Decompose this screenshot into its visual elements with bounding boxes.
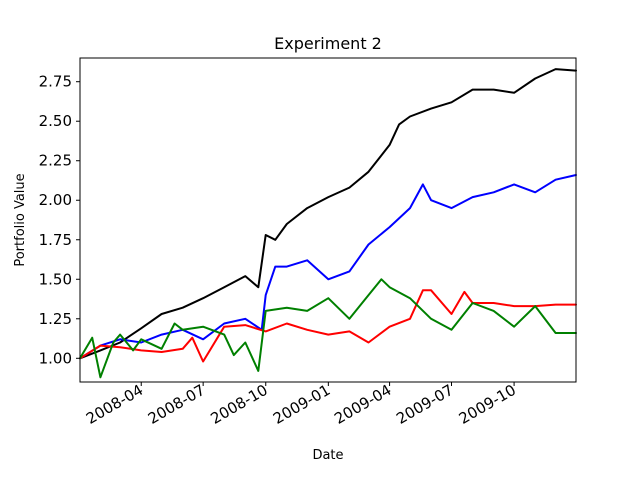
y-tick-label: 2.00 — [39, 191, 72, 209]
x-tick-label: 2008-07 — [145, 381, 208, 428]
y-tick-label: 1.25 — [39, 310, 72, 328]
x-axis-label: Date — [312, 448, 343, 463]
y-axis-label: Portfolio Value — [13, 173, 28, 266]
series-line-4 — [79, 278, 577, 379]
plot-area — [79, 57, 577, 383]
y-tick-label: 1.75 — [39, 231, 72, 249]
x-tick-label: 2009-07 — [393, 381, 456, 428]
series-line-1 — [79, 68, 577, 360]
y-tick-label: 1.00 — [39, 349, 72, 367]
y-tick-label: 2.50 — [39, 112, 72, 130]
series-layer — [79, 68, 577, 379]
plot-frame — [79, 57, 577, 383]
y-tick-label: 1.50 — [39, 270, 72, 288]
series-line-3 — [79, 289, 577, 363]
x-tick-label: 2009-04 — [331, 381, 394, 428]
x-tick-label: 2009-01 — [270, 381, 333, 428]
series-line-2 — [79, 174, 577, 360]
x-tick-label: 2008-04 — [83, 381, 146, 428]
y-tick-label: 2.75 — [39, 73, 72, 91]
x-tick-label: 2008-10 — [207, 381, 270, 428]
x-tick-label: 2009-10 — [456, 381, 519, 428]
y-axis: 1.00 1.25 1.50 1.75 2.00 2.25 2.50 2.75 — [39, 73, 80, 367]
chart-title: Experiment 2 — [274, 34, 382, 53]
y-tick-label: 2.25 — [39, 152, 72, 170]
